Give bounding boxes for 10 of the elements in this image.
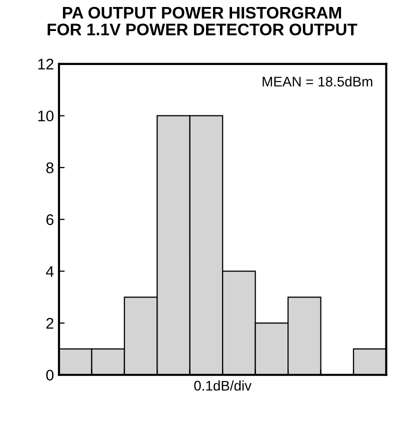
y-tick-label: 0 <box>46 370 54 381</box>
y-tick-label: 4 <box>46 266 54 277</box>
annotation: MEAN = 18.5dBm <box>262 76 372 87</box>
y-tick-label: 8 <box>46 162 54 174</box>
y-tick-label: 2 <box>46 318 54 329</box>
y-tick-label: 6 <box>46 214 54 226</box>
x-axis-title: 0.1dB/div <box>194 380 252 391</box>
chart-title: PA OUTPUT POWER HISTORGRAM FOR 1.1V POWER DETECTOR OUTPUT <box>48 6 358 36</box>
y-tick-label: 12 <box>38 58 54 70</box>
y-tick-label: 10 <box>38 110 54 122</box>
